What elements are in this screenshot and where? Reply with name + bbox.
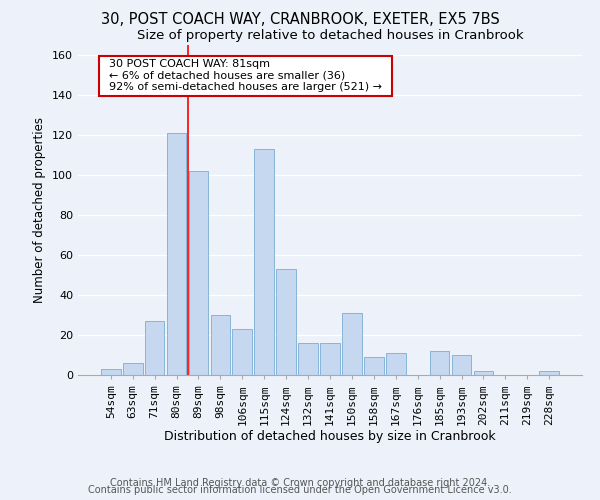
Bar (188, 171, 208, 375)
Bar (364, 357, 384, 375)
X-axis label: Distribution of detached houses by size in Cranbrook: Distribution of detached houses by size … (164, 430, 496, 443)
Bar (167, 133, 187, 375)
Bar (211, 315, 230, 375)
Text: Contains public sector information licensed under the Open Government Licence v3: Contains public sector information licen… (88, 485, 512, 495)
Bar (539, 371, 559, 375)
Bar (123, 363, 143, 375)
Text: Contains HM Land Registry data © Crown copyright and database right 2024.: Contains HM Land Registry data © Crown c… (110, 478, 490, 488)
Bar (254, 149, 274, 375)
Text: 30, POST COACH WAY, CRANBROOK, EXETER, EX5 7BS: 30, POST COACH WAY, CRANBROOK, EXETER, E… (101, 12, 499, 28)
Bar (276, 269, 296, 375)
Bar (430, 351, 449, 375)
Bar (232, 329, 252, 375)
Bar (145, 321, 164, 375)
Bar (320, 343, 340, 375)
Title: Size of property relative to detached houses in Cranbrook: Size of property relative to detached ho… (137, 30, 523, 43)
Bar (342, 313, 362, 375)
Bar (298, 343, 318, 375)
Bar (452, 355, 472, 375)
Y-axis label: Number of detached properties: Number of detached properties (34, 117, 46, 303)
Bar (101, 369, 121, 375)
Text: 30 POST COACH WAY: 81sqm  
  ← 6% of detached houses are smaller (36)  
  92% of: 30 POST COACH WAY: 81sqm ← 6% of detache… (102, 59, 389, 92)
Bar (386, 353, 406, 375)
Bar (473, 371, 493, 375)
